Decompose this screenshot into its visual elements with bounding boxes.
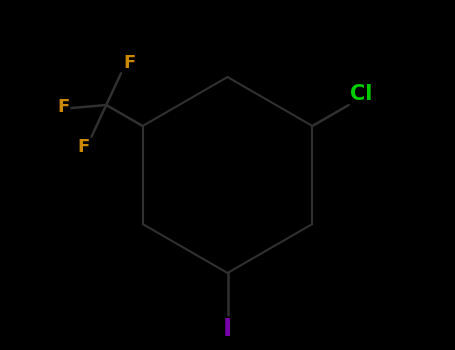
Text: I: I bbox=[223, 317, 232, 341]
Text: F: F bbox=[124, 54, 136, 71]
Text: Cl: Cl bbox=[350, 84, 373, 104]
Text: F: F bbox=[77, 139, 89, 156]
Text: F: F bbox=[57, 98, 69, 116]
